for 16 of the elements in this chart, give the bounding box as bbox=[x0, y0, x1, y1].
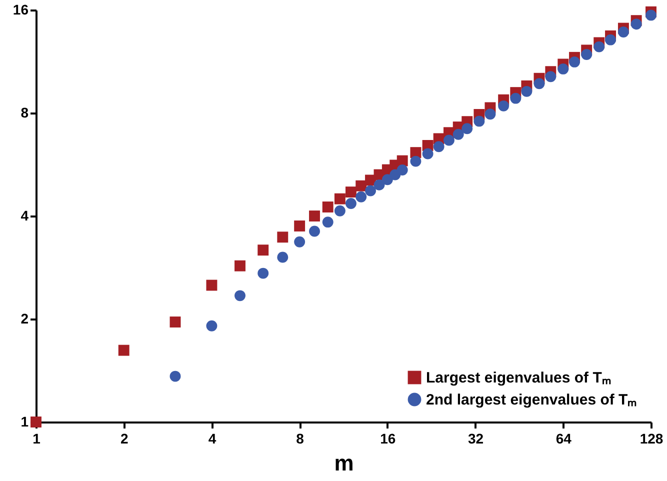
x-tick-label: 1 bbox=[32, 430, 41, 446]
x-tick-label: 2 bbox=[120, 430, 128, 446]
x-axis-title: m bbox=[334, 450, 354, 476]
x-tick-label: 16 bbox=[380, 430, 396, 446]
y-tick-label: 4 bbox=[20, 208, 29, 224]
y-tick-label: 1 bbox=[20, 414, 29, 430]
x-tick-label: 32 bbox=[468, 430, 484, 446]
y-tick-label: 16 bbox=[12, 2, 29, 18]
x-tick-label: 64 bbox=[556, 430, 572, 446]
y-tick-label: 2 bbox=[20, 310, 29, 326]
legend-label: Largest eigenvalues of Tₘ bbox=[426, 370, 611, 386]
x-tick-label: 8 bbox=[296, 430, 304, 446]
y-tick-label: 8 bbox=[20, 104, 29, 120]
x-tick-label: 4 bbox=[208, 430, 216, 446]
legend-label: 2nd largest eigenvalues of Tₘ bbox=[426, 392, 637, 408]
x-tick-label: 128 bbox=[640, 430, 664, 446]
